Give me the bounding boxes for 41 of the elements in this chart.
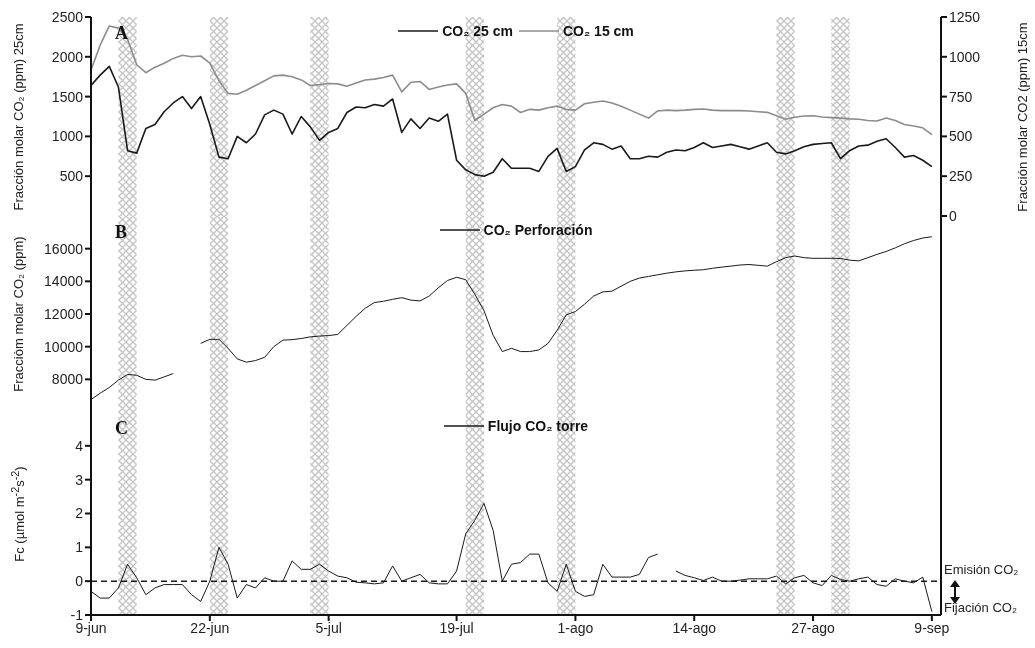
y-tick-label: 1000 — [51, 128, 84, 145]
annotation: A — [115, 23, 128, 44]
y-tick-label: 4 — [75, 437, 84, 454]
y2-tick-label: 250 — [949, 168, 973, 185]
y-tick-label: 2000 — [51, 48, 84, 65]
x-tick-label: 5-jul — [315, 619, 342, 636]
y-tick-label: 8000 — [51, 371, 84, 388]
y-tick-label: 0 — [75, 573, 84, 590]
y-tick-label: 500 — [59, 168, 84, 185]
x-tick-label: 27-ago — [791, 619, 836, 636]
text: Fijación CO₂ — [944, 600, 1017, 615]
annotation: B — [115, 222, 128, 243]
y2-axis-title: Fracción molar CO2 (ppm) 15cm — [1014, 21, 1030, 212]
x-tick-label: 14-ago — [672, 619, 717, 636]
y2-tick-label: 1000 — [949, 48, 981, 65]
y-tick-label: 3 — [75, 471, 84, 488]
legend-label: CO₂ 25 cm — [442, 23, 513, 39]
legend-label: CO₂ Perforación — [483, 222, 593, 238]
text: Emisión CO₂ — [944, 562, 1019, 577]
annotation: C — [115, 418, 128, 439]
y-tick-label: 2 — [75, 505, 84, 522]
x-tick-label: 22-jun — [190, 619, 230, 636]
y-tick-label: 2500 — [51, 8, 84, 25]
y-axis-title: Fracciòm molar CO₂ (ppm) — [10, 236, 26, 392]
y2-tick-label: 0 — [949, 207, 957, 224]
x-tick-label: 9-sep — [914, 619, 950, 636]
y-tick-label: 14000 — [44, 273, 84, 290]
x-tick-label: 1-ago — [557, 619, 594, 636]
y2-tick-label: 500 — [949, 128, 973, 145]
y2-tick-label: 1250 — [949, 8, 981, 25]
y-axis-title: Fracción molar CO₂ (ppm) 25cm — [10, 22, 26, 211]
y-tick-label: 12000 — [44, 305, 84, 322]
y2-tick-label: 750 — [949, 88, 973, 105]
y-tick-label: 16000 — [44, 240, 84, 257]
legend-label: Flujo CO₂ torre — [487, 418, 589, 434]
y-tick-label: 1 — [75, 539, 84, 556]
line-series — [91, 25, 933, 136]
x-tick-label: 19-jul — [439, 619, 474, 636]
legend-label: CO₂ 15 cm — [563, 23, 634, 39]
y-tick-label: 10000 — [44, 338, 84, 355]
y-tick-label: 1500 — [51, 88, 84, 105]
